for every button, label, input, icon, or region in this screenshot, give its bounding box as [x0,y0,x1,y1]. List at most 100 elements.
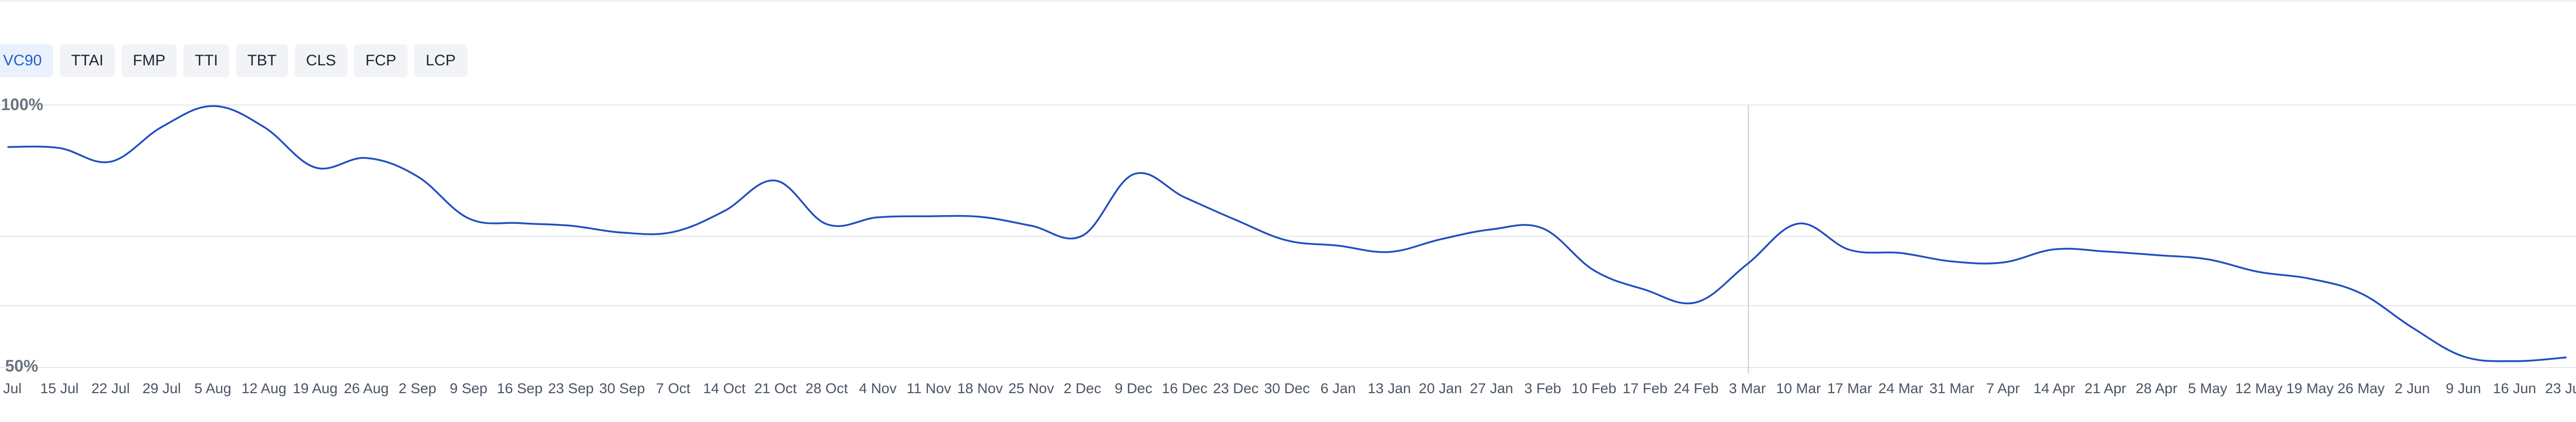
data-point [262,126,265,129]
data-point [1541,227,1544,230]
x-tick-label: 28 Apr [2136,380,2177,396]
data-point [416,175,419,178]
data-point [7,146,10,149]
x-tick-label: 10 Mar [1776,380,1821,396]
data-point [109,160,112,163]
data-point [620,231,623,234]
x-tick-label: 2 Dec [1063,380,1101,396]
data-point [774,179,777,182]
data-point [160,126,163,129]
data-point [876,216,879,219]
y-tick-label: 50% [5,357,38,375]
x-tick-label: 19 May [2286,380,2334,396]
x-tick-label: 12 Aug [242,380,286,396]
x-tick-label: 11 Nov [907,380,952,396]
x-tick-label: 23 Sep [548,380,594,396]
x-tick-label: 29 Jul [142,380,181,396]
data-point [1132,173,1135,176]
metric-tabs: VC90 TTAI FMP TTI TBT CLS FCP LCP [0,44,467,77]
y-tick-label: 100% [1,95,43,114]
x-tick-label: 31 Mar [1929,380,1974,396]
data-point [723,209,726,213]
data-point [2053,248,2056,251]
x-tick-label: 25 Nov [1008,380,1054,396]
x-tick-label: 9 Sep [450,380,487,396]
x-tick-label: 7 Oct [656,380,690,396]
x-tick-label: 16 Jun [2493,380,2536,396]
data-point [467,217,470,220]
data-point [825,223,828,226]
x-tick-label: 19 Aug [293,380,337,396]
tab-tti[interactable]: TTI [183,44,230,77]
x-tick-label: 3 Feb [1524,380,1562,396]
x-tick-label: 26 May [2337,380,2385,396]
x-tick-label: 9 Dec [1115,380,1153,396]
data-point [2360,292,2363,295]
data-point [1285,239,1289,242]
data-point [2257,270,2260,273]
tab-vc90[interactable]: VC90 [0,44,54,77]
x-tick-label: 7 Apr [1986,380,2020,396]
x-tick-label: 21 Apr [2084,380,2126,396]
x-tick-label: 6 Jan [1320,380,1356,396]
data-point [1694,301,1698,304]
data-point [978,215,981,218]
data-point [2309,277,2312,280]
tab-fcp[interactable]: FCP [354,44,408,77]
data-point [672,231,675,234]
data-point [2104,250,2107,253]
data-point [569,224,572,227]
x-tick-label: 23 Dec [1213,380,1259,396]
x-tick-label: 20 Jan [1419,380,1462,396]
tab-cls[interactable]: CLS [294,44,348,77]
x-tick-label: 26 Aug [344,380,388,396]
x-tick-label: 14 Oct [703,380,746,396]
data-point [1439,238,1442,241]
x-tick-label: 4 Nov [859,380,896,396]
x-tick-label: 16 Sep [497,380,543,396]
data-point [1848,249,1851,252]
data-point [1336,244,1340,247]
tab-lcp[interactable]: LCP [414,44,467,77]
x-tick-label: Jul [3,380,22,396]
data-point [2002,261,2005,264]
data-point [365,156,368,160]
data-point [1643,288,1647,291]
data-point [2564,356,2567,359]
data-point [58,147,61,150]
x-tick-label: 15 Jul [40,380,79,396]
data-point [2513,360,2516,363]
x-tick-label: 2 Jun [2395,380,2430,396]
x-tick-label: 17 Mar [1827,380,1872,396]
data-point [2155,254,2158,257]
tab-tbt[interactable]: TBT [236,44,288,77]
x-tick-label: 10 Feb [1571,380,1616,396]
x-tick-label: 2 Sep [399,380,436,396]
x-tick-label: 14 Apr [2033,380,2075,396]
x-tick-label: 24 Mar [1878,380,1923,396]
data-point [518,222,521,225]
data-point [2411,326,2414,329]
tab-fmp[interactable]: FMP [121,44,177,77]
x-tick-label: 16 Dec [1162,380,1208,396]
data-point [1081,234,1084,237]
data-point [1746,262,1749,266]
data-point [1388,251,1391,254]
x-tick-label: 17 Feb [1622,380,1667,396]
data-point [2462,355,2465,358]
x-tick-label: 9 Jun [2446,380,2481,396]
x-tick-label: 23 Jun [2545,380,2576,396]
tab-ttai[interactable]: TTAI [60,44,115,77]
x-tick-label: 28 Oct [805,380,848,396]
data-point [1234,218,1238,221]
data-point [1183,196,1186,199]
x-tick-label: 3 Mar [1729,380,1766,396]
x-tick-label: 5 May [2188,380,2227,396]
x-tick-label: 30 Sep [599,380,645,396]
x-tick-label: 24 Feb [1674,380,1719,396]
data-point [927,215,930,218]
data-point [1951,260,1954,263]
data-point [1030,224,1033,227]
